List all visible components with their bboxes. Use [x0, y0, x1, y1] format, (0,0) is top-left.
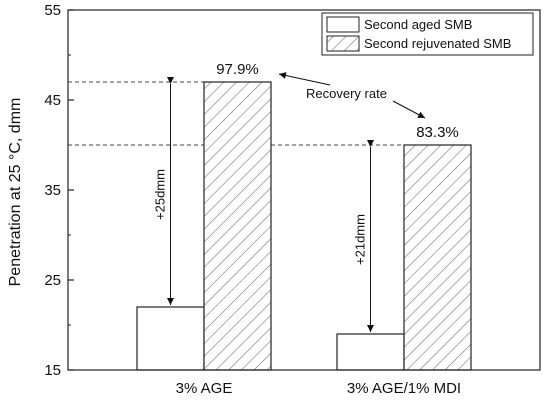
bar-aged-0 — [136, 306, 205, 371]
y-tick-label-35: 35 — [44, 182, 61, 199]
bar-rejuvenated-0 — [203, 81, 272, 371]
plot-frame — [67, 9, 541, 371]
recovery-rate-value-1: 83.3% — [416, 124, 459, 141]
difference-label-1: +21dmm — [353, 214, 368, 265]
plot-area: 15 25 35 45 55 3% AGE 3% AGE/1% MDI +25dmm +21dm… — [44, 2, 472, 397]
recovery-rate-value-0: 97.9% — [216, 61, 259, 78]
difference-label-0: +25dmm — [153, 169, 168, 220]
x-category-label-1: 3% AGE/1% MDI — [347, 380, 461, 397]
legend-swatch-second-aged-smb — [326, 16, 360, 33]
y-tick-label-15: 15 — [44, 362, 61, 379]
recovery-arrow-1 — [392, 100, 426, 119]
legend-label-second-rejuvenated-smb: Second rejuvenated SMB — [364, 36, 511, 51]
y-axis-label: Penetration at 25 °C, dmm — [7, 98, 24, 287]
legend-label-second-aged-smb: Second aged SMB — [364, 17, 472, 32]
bar-rejuvenated-1 — [403, 144, 472, 371]
y-tick-label-55: 55 — [44, 2, 61, 19]
recovery-rate-label: Recovery rate — [306, 86, 387, 101]
legend-swatch-second-rejuvenated-smb — [326, 35, 360, 52]
y-tick-label-25: 25 — [44, 272, 61, 289]
x-category-label-0: 3% AGE — [176, 380, 233, 397]
legend: Second aged SMB Second rejuvenated SMB — [321, 12, 534, 56]
recovery-arrow-0 — [278, 72, 331, 86]
y-tick-label-45: 45 — [44, 92, 61, 109]
bar-aged-1 — [336, 333, 405, 371]
